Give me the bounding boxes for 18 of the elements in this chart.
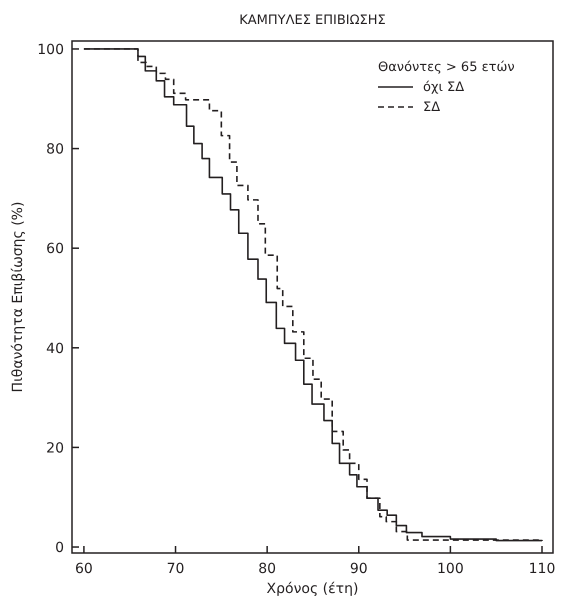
y-tick-label: 60 bbox=[46, 241, 64, 258]
legend-label: όχι ΣΔ bbox=[423, 80, 464, 95]
x-tick-label: 70 bbox=[166, 561, 184, 577]
x-tick-label: 110 bbox=[528, 561, 556, 577]
x-tick-label: 60 bbox=[74, 561, 93, 577]
y-tick-label: 40 bbox=[46, 340, 64, 357]
y-tick-label: 80 bbox=[46, 142, 64, 158]
y-tick-label: 20 bbox=[46, 440, 64, 456]
x-tick-label: 90 bbox=[350, 561, 368, 577]
y-axis-title: Πιθανότητα Επιβίωσης (%) bbox=[10, 202, 26, 392]
x-tick-label: 80 bbox=[258, 561, 276, 577]
chart-title: ΚΑΜΠΥΛΕΣ ΕΠΙΒΙΩΣΗΣ bbox=[239, 13, 386, 28]
x-axis-title: Χρόνος (έτη) bbox=[266, 581, 358, 597]
y-tick-label: 100 bbox=[37, 42, 64, 58]
legend-label: ΣΔ bbox=[423, 100, 440, 115]
x-tick-label: 100 bbox=[437, 561, 464, 577]
legend-title: Θανόντες > 65 ετών bbox=[378, 60, 515, 75]
y-tick-label: 0 bbox=[55, 540, 64, 556]
